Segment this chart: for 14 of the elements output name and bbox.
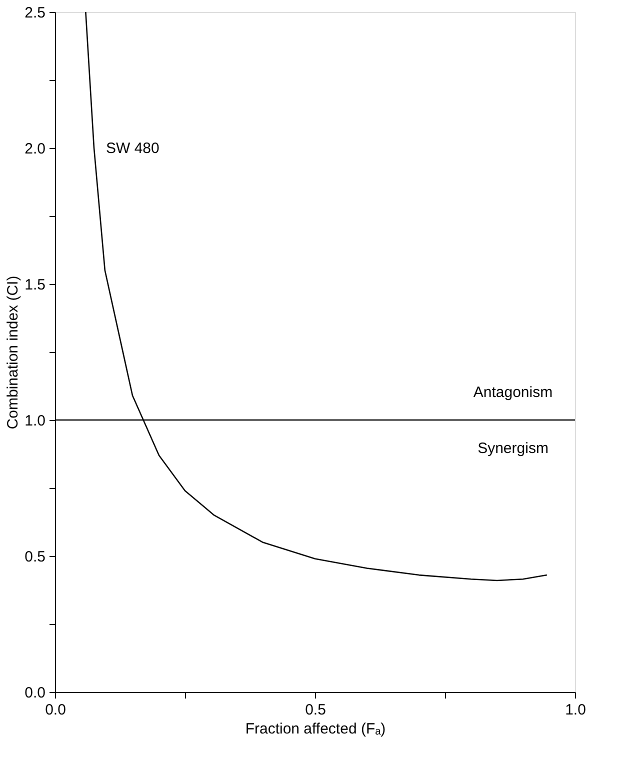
x-axis-title: Fraction affected (Fₐ) — [245, 720, 386, 738]
y-tick-label: 0.0 — [24, 684, 46, 702]
x-tick-label: 0.5 — [305, 702, 326, 718]
annotation: Synergism — [478, 440, 548, 457]
y-axis-title: Combination index (CI) — [4, 276, 22, 430]
annotation: SW 480 — [106, 140, 160, 157]
y-tick-label: 2.0 — [24, 140, 46, 158]
y-tick-label: 1.0 — [24, 412, 46, 430]
annotation: Antagonism — [473, 384, 553, 401]
y-tick-label: 1.5 — [24, 276, 46, 294]
y-tick-label: 0.5 — [24, 548, 46, 566]
x-tick-label: 1.0 — [565, 702, 586, 718]
y-tick-label: 2.5 — [24, 4, 46, 22]
x-tick-label: 0.0 — [45, 702, 66, 718]
